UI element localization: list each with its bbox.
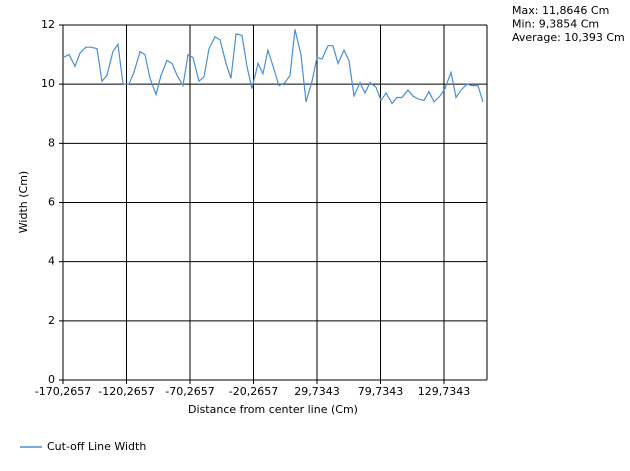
y-tick-label: 6 <box>48 196 55 209</box>
y-tick-label: 8 <box>48 136 55 149</box>
y-tick-label: 12 <box>41 18 55 31</box>
x-axis-label: Distance from center line (Cm) <box>188 403 358 416</box>
x-tick-label: -70,2657 <box>165 385 214 398</box>
x-tick-label: 129,7343 <box>418 385 471 398</box>
x-tick-label: -20,2657 <box>229 385 278 398</box>
x-tick-label: 29,7343 <box>294 385 340 398</box>
y-tick-label: 2 <box>48 314 55 327</box>
annotation: Average: 10,393 Cm <box>512 31 625 44</box>
y-tick-label: 4 <box>48 255 55 268</box>
legend-label: Cut-off Line Width <box>47 440 146 453</box>
x-tick-label: 79,7343 <box>358 385 404 398</box>
x-tick-label: -170,2657 <box>35 385 91 398</box>
y-tick-label: 10 <box>41 77 55 90</box>
annotation: Min: 9,3854 Cm <box>512 18 599 31</box>
annotation: Max: 11,8646 Cm <box>512 4 609 17</box>
y-axis-label: Width (Cm) <box>17 171 30 233</box>
y-tick-label: 0 <box>48 373 55 386</box>
x-tick-label: -120,2657 <box>98 385 154 398</box>
data-line <box>62 29 484 105</box>
